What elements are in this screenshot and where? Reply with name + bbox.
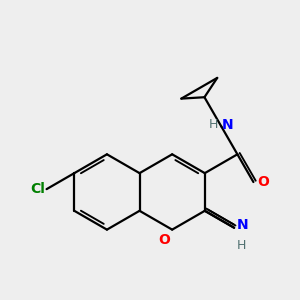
Text: N: N: [237, 218, 249, 232]
Text: H: H: [208, 118, 218, 131]
Text: N: N: [221, 118, 233, 132]
Text: Cl: Cl: [30, 182, 45, 196]
Text: O: O: [158, 233, 170, 248]
Text: H: H: [237, 239, 247, 252]
Text: O: O: [257, 175, 269, 189]
